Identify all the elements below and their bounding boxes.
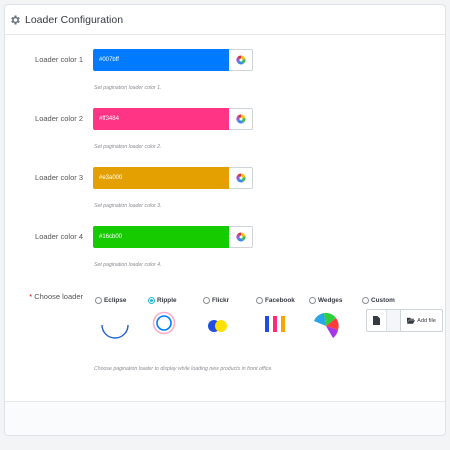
add-file-button[interactable]: Add file <box>401 310 442 331</box>
panel-heading: Loader Configuration <box>5 5 445 35</box>
loader-color-2-label: Loader color 2 <box>35 114 83 123</box>
loader-color-1-input[interactable]: #007bff <box>93 49 229 71</box>
panel-footer <box>5 401 445 435</box>
color-picker-button[interactable] <box>229 108 253 130</box>
color-picker-button[interactable] <box>229 226 253 248</box>
loader-color-4-help: Set pagination loader color 4. <box>94 262 162 268</box>
radio-custom[interactable] <box>362 297 369 304</box>
gear-icon <box>11 15 20 24</box>
option-label-flickr: Flickr <box>212 297 230 304</box>
color-picker-button[interactable] <box>229 49 253 71</box>
ripple-loader-preview <box>152 311 176 335</box>
file-icon <box>367 310 387 331</box>
choose-loader-label: * Choose loader <box>29 292 83 301</box>
custom-loader-file-upload[interactable]: Add file <box>366 309 443 332</box>
loader-color-2-help: Set pagination loader color 2. <box>94 144 162 150</box>
wedges-loader-preview <box>314 312 339 338</box>
loader-color-1-field[interactable]: #007bff <box>93 49 255 71</box>
folder-open-icon <box>407 317 416 324</box>
loader-color-1-label: Loader color 1 <box>35 55 83 64</box>
color-wheel-icon <box>235 55 246 65</box>
color-wheel-icon <box>235 232 246 242</box>
loader-color-3-label: Loader color 3 <box>35 173 83 182</box>
loader-color-2-field[interactable]: #ff3484 <box>93 108 255 130</box>
loader-color-1-help: Set pagination loader color 1. <box>94 85 162 91</box>
choose-loader-help: Choose pagination loader to display whil… <box>94 366 273 372</box>
flickr-loader-preview <box>208 320 227 332</box>
add-file-label: Add file <box>417 317 436 324</box>
loader-color-4-label: Loader color 4 <box>35 232 83 241</box>
radio-flickr[interactable] <box>203 297 210 304</box>
loader-color-3-input[interactable]: #e3a000 <box>93 167 229 189</box>
color-wheel-icon <box>235 114 246 124</box>
radio-wedges[interactable] <box>309 297 316 304</box>
required-mark: * <box>29 292 33 301</box>
option-label-wedges: Wedges <box>318 297 343 304</box>
color-picker-button[interactable] <box>229 167 253 189</box>
option-label-eclipse: Eclipse <box>104 297 127 304</box>
loader-option-custom[interactable]: Custom <box>362 297 395 304</box>
loader-option-facebook[interactable]: Facebook <box>256 297 295 304</box>
loader-color-3-help: Set pagination loader color 3. <box>94 203 162 209</box>
option-label-facebook: Facebook <box>265 297 295 304</box>
file-name-field[interactable] <box>387 310 401 331</box>
loader-color-4-input[interactable]: #16cb00 <box>93 226 229 248</box>
radio-eclipse[interactable] <box>95 297 102 304</box>
loader-color-3-field[interactable]: #e3a000 <box>93 167 255 189</box>
loader-option-ripple[interactable]: Ripple <box>148 297 177 304</box>
loader-color-4-field[interactable]: #16cb00 <box>93 226 255 248</box>
panel-title: Loader Configuration <box>25 13 124 26</box>
radio-facebook[interactable] <box>256 297 263 304</box>
loader-color-2-input[interactable]: #ff3484 <box>93 108 229 130</box>
option-label-ripple: Ripple <box>157 297 177 304</box>
eclipse-loader-preview <box>101 324 129 339</box>
facebook-loader-preview <box>265 316 285 332</box>
choose-loader-text: Choose loader <box>34 292 83 301</box>
loader-option-flickr[interactable]: Flickr <box>203 297 229 304</box>
color-wheel-icon <box>235 173 246 183</box>
option-label-custom: Custom <box>371 297 395 304</box>
loader-option-eclipse[interactable]: Eclipse <box>95 297 126 304</box>
loader-configuration-panel: Loader Configuration Loader color 1 #007… <box>4 4 446 436</box>
radio-ripple[interactable] <box>148 297 155 304</box>
loader-option-wedges[interactable]: Wedges <box>309 297 342 304</box>
